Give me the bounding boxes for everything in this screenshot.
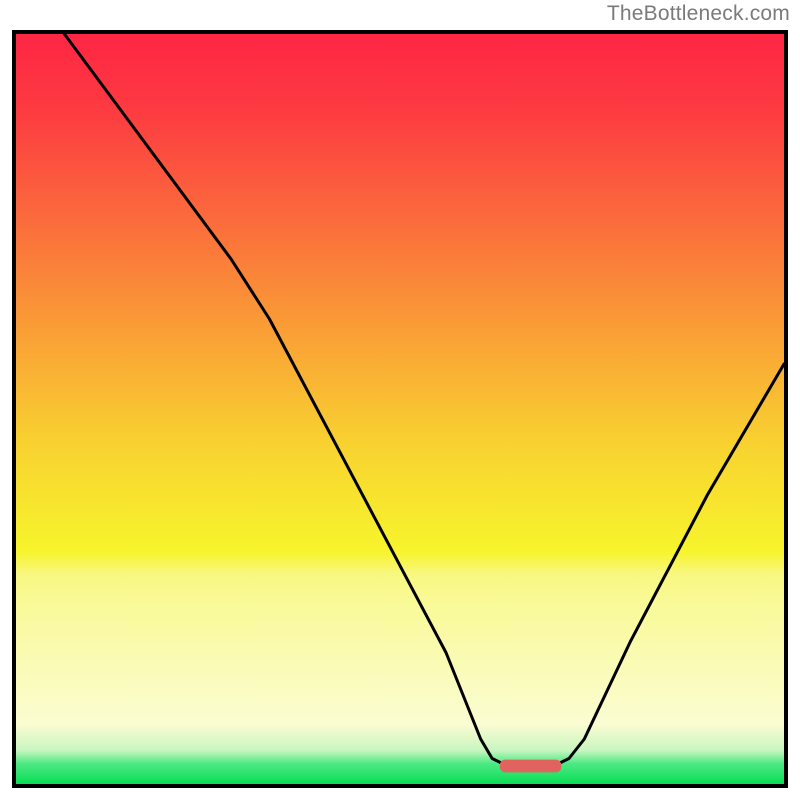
gradient-background	[16, 34, 784, 784]
plateau-marker	[500, 760, 561, 773]
plot-svg	[16, 34, 784, 784]
chart-container: TheBottleneck.com	[0, 0, 800, 800]
attribution-text: TheBottleneck.com	[607, 2, 790, 26]
plot-border	[12, 30, 788, 788]
